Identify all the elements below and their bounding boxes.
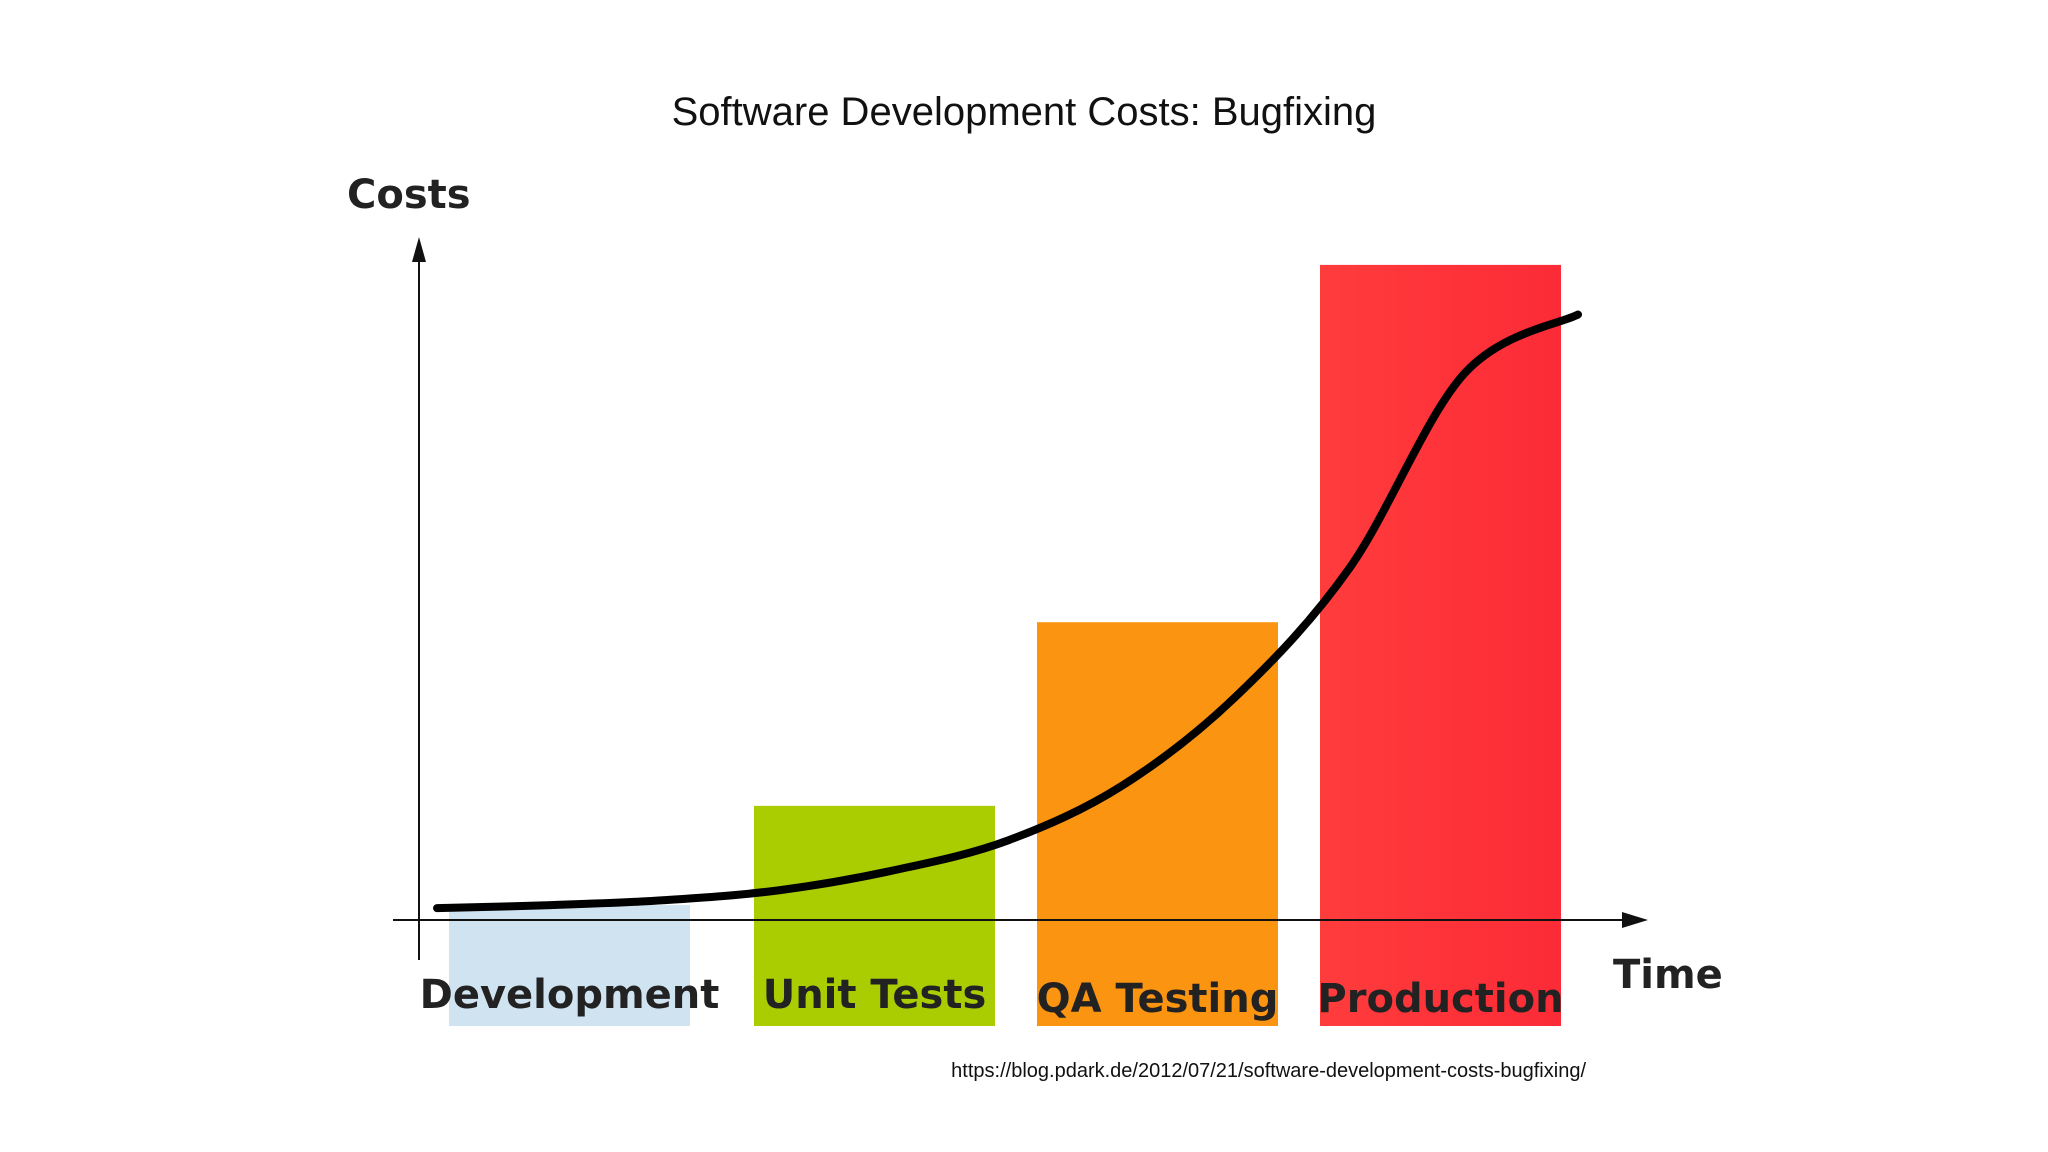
bar-label-qa-testing: QA Testing xyxy=(1037,976,1279,1022)
bar-unit-tests xyxy=(754,805,995,1026)
bars-layer xyxy=(449,264,1561,1026)
slide-title: Software Development Costs: Bugfixing xyxy=(671,90,1377,134)
source-link[interactable]: https://blog.pdark.de/2012/07/21/softwar… xyxy=(951,1060,1586,1082)
bar-label-development: Development xyxy=(420,972,720,1018)
bar-development xyxy=(449,905,690,1026)
cost-trend-curve xyxy=(433,310,1582,913)
bar-qa-testing xyxy=(1037,622,1278,1026)
y-axis-arrowhead xyxy=(412,237,426,262)
bar-production xyxy=(1320,264,1561,1026)
bar-label-unit-tests: Unit Tests xyxy=(763,972,987,1018)
bar-label-production: Production xyxy=(1317,976,1563,1022)
x-axis-label: Time xyxy=(1613,952,1723,998)
labels-layer: Development Unit Tests QA Testing Productio… xyxy=(420,972,1564,1022)
axes-layer xyxy=(393,237,1648,960)
y-axis-label: Costs xyxy=(347,172,471,218)
x-axis-arrowhead xyxy=(1622,912,1648,928)
